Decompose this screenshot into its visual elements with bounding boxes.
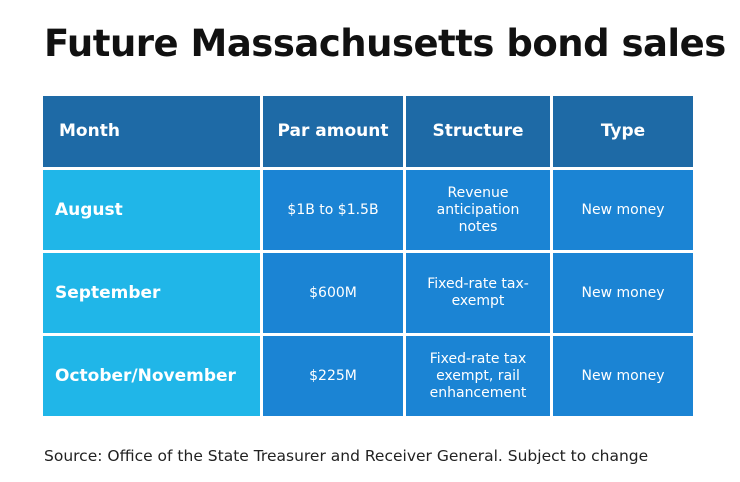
- table-cell: Fixed-rate tax-exempt: [406, 253, 550, 333]
- source-note: Source: Office of the State Treasurer an…: [44, 447, 649, 465]
- table-cell: October/November: [43, 336, 260, 416]
- table-row: October/November $225M Fixed-rate tax exem…: [43, 336, 693, 416]
- header-cell: Month: [43, 96, 260, 167]
- table-body: August $1B to $1.5B Revenue anticipation n…: [43, 170, 693, 416]
- table-cell: $600M: [263, 253, 403, 333]
- table-cell: September: [43, 253, 260, 333]
- table-cell: Revenue anticipation notes: [406, 170, 550, 250]
- header-cell: Type: [553, 96, 693, 167]
- table-row: September $600M Fixed-rate tax-exempt New m…: [43, 253, 693, 333]
- table-cell: Fixed-rate tax exempt, rail enhancement: [406, 336, 550, 416]
- table-cell: August: [43, 170, 260, 250]
- table-cell: $1B to $1.5B: [263, 170, 403, 250]
- title: Future Massachusetts bond sales: [44, 22, 726, 65]
- table-cell: New money: [553, 336, 693, 416]
- header-row: Month Par amount Structure Type: [43, 96, 693, 167]
- header-cell: Structure: [406, 96, 550, 167]
- table-cell: $225M: [263, 336, 403, 416]
- header-cell: Par amount: [263, 96, 403, 167]
- table-cell: New money: [553, 253, 693, 333]
- table: Month Par amount Structure Type August $1B t…: [40, 93, 696, 419]
- table-cell: New money: [553, 170, 693, 250]
- table-row: August $1B to $1.5B Revenue anticipation n…: [43, 170, 693, 250]
